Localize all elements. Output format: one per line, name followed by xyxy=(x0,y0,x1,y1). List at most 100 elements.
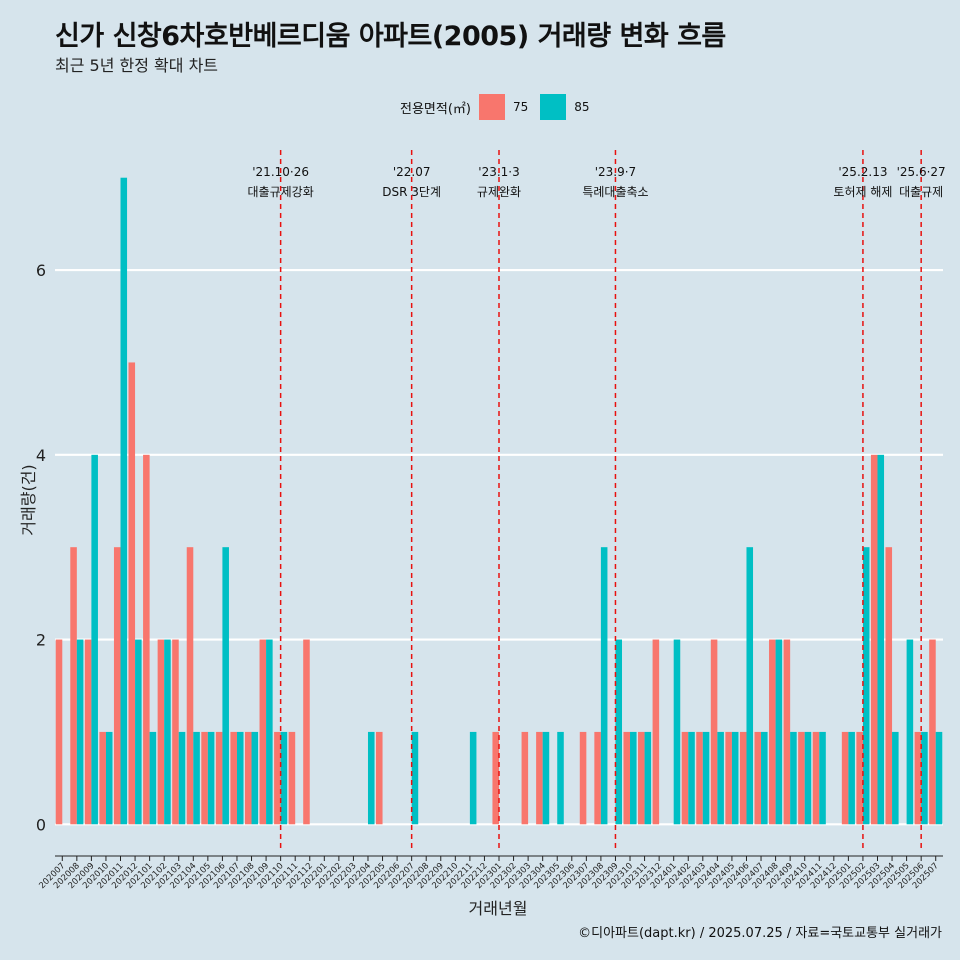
source-caption: ©디아파트(dapt.kr) / 2025.07.25 / 자료=국토교통부 실… xyxy=(578,926,942,941)
bar-75-202311 xyxy=(638,731,645,825)
bar-75-202010 xyxy=(99,731,106,825)
bar-75-202105 xyxy=(201,731,208,825)
chart-title: 신가 신창6차호반베르디움 아파트(2005) 거래량 변화 흐름 xyxy=(55,21,726,52)
y-axis: 0 2 4 6 xyxy=(36,261,46,834)
bar-75-202107 xyxy=(230,731,237,825)
bar-85-202108 xyxy=(251,731,259,825)
event-date-202506: '25.6·27 xyxy=(897,165,946,179)
bar-75-202408 xyxy=(769,639,776,825)
bar-85-202310 xyxy=(630,731,637,825)
legend: 전용면적(㎡) 75 85 xyxy=(400,93,602,121)
bar-85-202012 xyxy=(135,639,142,825)
bar-75-202409 xyxy=(783,639,791,825)
y-tick-label-0: 0 xyxy=(36,815,46,834)
bar-85-202311 xyxy=(644,731,652,825)
bar-75-202103 xyxy=(172,639,179,825)
bar-75-202205 xyxy=(375,731,383,825)
bar-85-202010 xyxy=(105,731,113,825)
bar-85-202304 xyxy=(542,731,550,825)
bar-85-202009 xyxy=(91,454,98,825)
bar-85-202308 xyxy=(600,547,608,825)
bar-85-202503 xyxy=(877,454,885,825)
event-label-202502: 토허제 해제 xyxy=(833,185,892,199)
y-axis-title: 거래량(건) xyxy=(19,464,38,535)
bar-75-202106 xyxy=(215,731,223,825)
bar-85-202305 xyxy=(557,731,564,825)
x-axis-title: 거래년월 xyxy=(469,899,528,918)
bar-75-202012 xyxy=(128,362,136,825)
bar-85-202505 xyxy=(906,639,914,825)
bar-75-202312 xyxy=(652,639,660,825)
bar-85-202211 xyxy=(469,731,477,825)
bar-75-202405 xyxy=(725,731,732,825)
bar-75-202506 xyxy=(914,731,922,825)
bar-85-202110 xyxy=(280,731,288,825)
bar-85-202406 xyxy=(746,547,754,825)
y-tick-label-2: 2 xyxy=(36,631,46,650)
bar-85-202103 xyxy=(178,731,186,825)
bar-75-202009 xyxy=(84,639,92,825)
legend-label-85: 85 xyxy=(574,100,590,114)
event-label-202506: 대출규제 xyxy=(899,185,943,199)
legend-label-75: 75 xyxy=(512,100,529,114)
bar-85-202408 xyxy=(775,639,783,825)
bar-85-202309 xyxy=(615,639,623,825)
bar-75-202507 xyxy=(929,639,936,825)
bar-75-202310 xyxy=(623,731,631,825)
event-annotations: '21.10·26 대출규제강화 '22.07 DSR 3단계 '23.1·3 규제완화 '… xyxy=(248,165,946,199)
legend-key-85 xyxy=(540,94,567,120)
bar-75-202502 xyxy=(856,731,863,825)
bar-75-202411 xyxy=(812,731,820,825)
bar-75-202111 xyxy=(288,731,296,825)
event-label-202309: 특례대출축소 xyxy=(582,185,648,199)
bar-85-202204 xyxy=(367,731,375,825)
event-date-202207: '22.07 xyxy=(393,165,431,179)
bar-75-202007 xyxy=(55,639,63,825)
bar-75-202307 xyxy=(579,731,587,825)
bar-85-202506 xyxy=(921,731,928,825)
bars xyxy=(55,177,943,825)
bar-75-202101 xyxy=(143,454,150,825)
y-tick-label-4: 4 xyxy=(36,446,46,465)
x-axis: 2020072020082020092020102020112020122021… xyxy=(37,855,943,891)
bar-75-202501 xyxy=(841,731,849,825)
bar-85-202109 xyxy=(266,639,273,825)
bar-85-202106 xyxy=(222,547,229,825)
legend-title: 전용면적(㎡) xyxy=(400,101,471,117)
bar-85-202409 xyxy=(790,731,797,825)
bar-75-202410 xyxy=(798,731,805,825)
bar-75-202011 xyxy=(113,547,121,825)
bar-85-202101 xyxy=(149,731,157,825)
bar-85-202405 xyxy=(731,731,739,825)
bar-85-202501 xyxy=(848,731,855,825)
event-date-202301: '23.1·3 xyxy=(478,165,519,179)
bar-75-202108 xyxy=(244,731,252,825)
bar-85-202207 xyxy=(411,731,419,825)
event-label-202207: DSR 3단계 xyxy=(382,185,441,199)
bar-75-202110 xyxy=(274,731,281,825)
bar-75-202504 xyxy=(885,547,893,825)
bar-85-202404 xyxy=(717,731,724,825)
bar-75-202308 xyxy=(594,731,601,825)
bar-75-202301 xyxy=(492,731,499,825)
legend-key-75 xyxy=(478,94,505,120)
bar-75-202503 xyxy=(870,454,878,825)
bar-85-202105 xyxy=(207,731,215,825)
bar-75-202109 xyxy=(259,639,267,825)
bar-85-202507 xyxy=(935,731,943,825)
bar-85-202104 xyxy=(193,731,200,825)
bar-85-202402 xyxy=(688,731,695,825)
event-lines xyxy=(279,150,922,852)
bar-85-202008 xyxy=(76,639,84,825)
bar-75-202102 xyxy=(157,639,165,825)
bar-75-202407 xyxy=(754,731,762,825)
bar-75-202402 xyxy=(681,731,689,825)
event-label-202110: 대출규제강화 xyxy=(248,185,314,199)
event-label-202301: 규제완화 xyxy=(477,185,521,199)
chart-subtitle: 최근 5년 한정 확대 차트 xyxy=(55,56,219,75)
bar-75-202404 xyxy=(710,639,718,825)
bar-85-202410 xyxy=(804,731,812,825)
bar-75-202304 xyxy=(536,731,543,825)
bar-75-202303 xyxy=(521,731,529,825)
